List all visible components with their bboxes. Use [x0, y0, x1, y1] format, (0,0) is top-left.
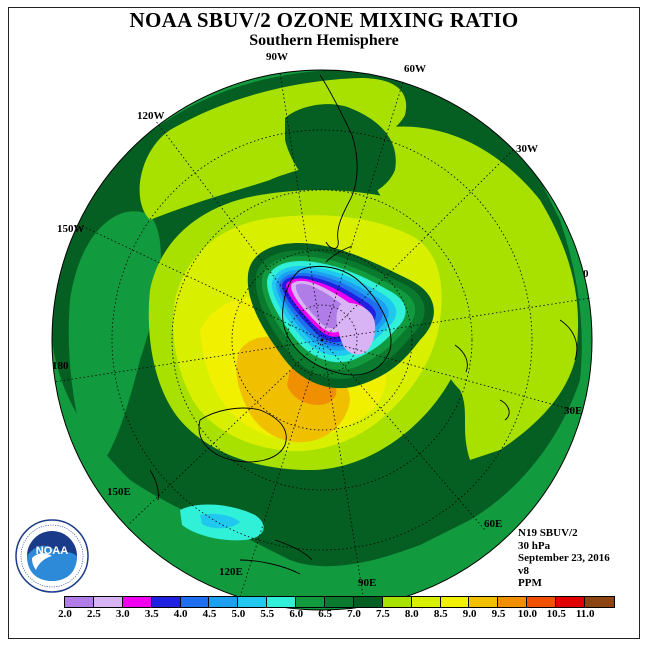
color-scale-swatch [353, 597, 383, 607]
color-scale-swatch [325, 597, 354, 607]
color-scale-tick-label: 5.5 [260, 608, 275, 620]
figure-frame [8, 7, 640, 639]
color-scale-swatch [65, 597, 94, 607]
africa-coast [559, 319, 578, 361]
ocean-islands [454, 344, 510, 421]
color-scale-tick-label: 10.5 [546, 608, 566, 620]
date-label: September 23, 2016 [518, 552, 610, 564]
map-boundary [51, 69, 593, 611]
color-scale-swatch [382, 597, 412, 607]
color-scale-swatch [469, 597, 499, 607]
lon-label-150e: 150E [107, 486, 131, 498]
color-scale-swatch [238, 597, 268, 607]
color-scale-tick-label: 5.0 [231, 608, 246, 620]
lon-label-30e: 30E [564, 405, 583, 417]
west-green-patch [68, 211, 161, 470]
color-scale-swatch [296, 597, 326, 607]
color-scale-tick-label: 10.0 [517, 608, 538, 620]
map-title: NOAA SBUV/2 OZONE MIXING RATIO [129, 8, 519, 32]
graticule [53, 72, 592, 609]
color-scale-tick-label: 3.0 [115, 608, 130, 620]
coastlines [149, 74, 578, 575]
color-scale-tick-label: 6.5 [318, 608, 332, 620]
color-scale-tick-label: 7.0 [347, 608, 361, 620]
color-scale-tick-label: 8.0 [404, 608, 419, 620]
ozone-field [52, 70, 592, 610]
satellite-label: N19 SBUV/2 [518, 527, 578, 539]
lon-label-120w: 120W [137, 110, 165, 122]
lon-label-90w: 90W [266, 51, 288, 63]
lon-label-150w: 150W [57, 223, 85, 235]
color-scale-tick-label: 7.5 [376, 608, 390, 620]
australia-coast [198, 407, 287, 463]
color-scale-bar [64, 596, 615, 608]
noaa-logo-text: NOAA [36, 545, 68, 557]
south-america-coast [319, 74, 358, 249]
lon-label-90e: 90E [358, 577, 377, 589]
color-scale-tick-label: 9.0 [462, 608, 477, 620]
color-scale-swatch [180, 597, 210, 607]
version-label: v8 [518, 564, 529, 577]
color-scale-tick-label: 6.0 [289, 608, 304, 620]
units-label: PPM [518, 577, 542, 589]
color-scale-swatch [151, 597, 181, 607]
color-scale-swatch [440, 597, 470, 607]
color-scale-tick-label: 2.5 [87, 608, 101, 620]
color-scale-tick-label: 8.5 [433, 608, 448, 620]
map-subtitle: Southern Hemisphere [249, 32, 399, 49]
pacific-cyan-core [200, 513, 240, 529]
metadata-block: N19 SBUV/2 30 hPa September 23, 2016 v8 … [518, 527, 610, 590]
color-scale-tick-label: 9.5 [491, 608, 506, 620]
noaa-logo: NOAA [15, 519, 89, 593]
antarctic-peninsula [325, 245, 353, 263]
antarctica-coast [282, 265, 392, 376]
color-scale-swatch [267, 597, 297, 607]
lon-label-60w: 60W [404, 63, 426, 75]
color-scale-swatch [93, 597, 123, 607]
lon-label-120e: 120E [219, 566, 243, 578]
lon-label-0: 0 [583, 268, 589, 280]
color-scale-tick-label: 2.0 [58, 608, 72, 620]
color-scale-swatch [411, 597, 441, 607]
color-scale-swatch [498, 597, 528, 607]
islands-coast [239, 539, 313, 575]
color-scale-swatch [209, 597, 239, 607]
lon-label-60e: 60E [484, 518, 503, 530]
color-scale-tick-label: 4.5 [202, 608, 217, 620]
pressure-label: 30 hPa [518, 539, 551, 552]
lon-label-30w: 30W [516, 143, 538, 155]
color-scale-swatch [527, 597, 557, 607]
color-scale-tick-label: 11.0 [575, 608, 595, 620]
lon-label-180: 180 [52, 360, 69, 372]
color-scale-tick-label: 3.5 [144, 608, 159, 620]
north-dark-green-tongue [285, 104, 396, 199]
color-scale-swatch [556, 597, 586, 607]
color-scale-tick-label: 4.0 [173, 608, 188, 620]
ozone-hole [247, 243, 434, 389]
color-scale-swatch [122, 597, 152, 607]
color-scale-swatch [585, 597, 614, 607]
new-zealand-coast [149, 469, 159, 501]
